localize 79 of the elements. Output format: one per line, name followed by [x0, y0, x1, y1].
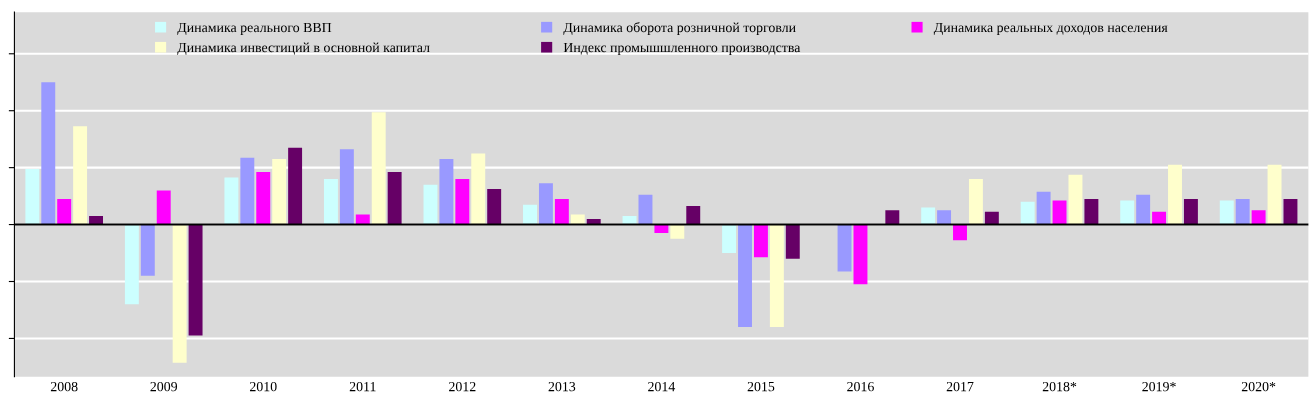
x-tick-label: 2011	[349, 381, 376, 392]
bar	[722, 224, 737, 254]
bar	[288, 147, 303, 225]
x-tick-label: 2018*	[1042, 381, 1077, 392]
bar	[256, 171, 271, 225]
bar	[1251, 210, 1266, 225]
legend-label: Динамика реального ВВП	[177, 22, 332, 35]
bar	[523, 204, 537, 225]
bar	[89, 216, 104, 225]
x-tick-label: 2012	[449, 381, 476, 392]
bar	[25, 169, 40, 225]
bar	[769, 224, 784, 328]
bar	[1168, 164, 1182, 225]
bar	[686, 206, 701, 225]
bar	[423, 184, 438, 225]
bar	[57, 198, 72, 225]
x-tick-label: 2020*	[1241, 381, 1276, 392]
bar	[371, 112, 386, 225]
bar	[1235, 198, 1250, 225]
bar	[224, 177, 239, 225]
bar	[240, 157, 255, 225]
x-tick-label: 2016	[847, 381, 874, 392]
bar	[387, 171, 402, 225]
legend-label: Динамика оборота розничной торговли	[563, 22, 796, 35]
bar	[156, 190, 171, 225]
bar	[172, 224, 187, 363]
x-tick-label: 2010	[249, 381, 277, 392]
bar	[968, 179, 983, 225]
x-tick-label: 2009	[150, 381, 178, 392]
bar	[124, 224, 139, 305]
bar	[73, 126, 88, 225]
bar	[885, 210, 900, 225]
bar	[1136, 194, 1151, 225]
bar	[1219, 200, 1234, 225]
bar	[538, 183, 553, 225]
bar	[1036, 191, 1051, 225]
x-tick-label: 2013	[548, 381, 576, 392]
bar	[937, 210, 952, 225]
bar	[837, 224, 852, 272]
x-tick-label: 2014	[648, 381, 676, 392]
x-tick-label: 2015	[747, 381, 775, 392]
bar	[853, 224, 868, 285]
bar	[1267, 164, 1282, 225]
bar	[188, 224, 203, 336]
bar	[1283, 198, 1298, 225]
bar	[1120, 200, 1135, 225]
bar	[339, 149, 354, 225]
bar	[1068, 174, 1083, 225]
bar	[984, 211, 999, 225]
bar	[1052, 200, 1067, 225]
bar	[1084, 198, 1099, 225]
bar	[1020, 201, 1035, 225]
bar	[272, 159, 287, 225]
bar	[1152, 211, 1167, 225]
x-tick-label: 2019*	[1142, 381, 1176, 392]
bar	[471, 153, 486, 225]
bar	[41, 82, 56, 225]
bar	[670, 224, 685, 239]
bar	[140, 224, 155, 276]
bar	[355, 214, 370, 225]
bar	[323, 179, 338, 225]
bar	[921, 207, 936, 225]
legend-label: Динамика реальных доходов населения	[933, 22, 1168, 35]
bar	[753, 224, 768, 258]
bar	[554, 198, 569, 225]
x-tick-label: 2008	[50, 381, 78, 392]
bar	[785, 224, 800, 259]
bar	[953, 224, 967, 241]
legend-label: Индекс промышшленного производства	[563, 42, 801, 56]
x-tick-label: 2017	[946, 381, 974, 392]
bar	[638, 194, 653, 225]
legend-label: Динамика инвестиций в основной капитал	[177, 42, 430, 56]
bar	[570, 214, 585, 225]
bar	[1183, 198, 1198, 225]
bar	[622, 216, 637, 225]
bar	[487, 188, 502, 225]
bar	[455, 179, 470, 225]
bar	[439, 159, 454, 225]
bar	[738, 224, 752, 328]
